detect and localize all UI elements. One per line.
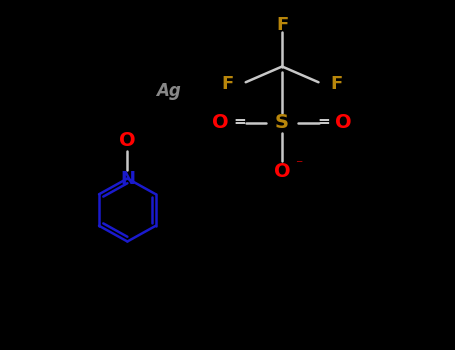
Text: O: O: [212, 113, 229, 132]
Text: F: F: [222, 75, 233, 93]
Text: =: =: [318, 114, 330, 128]
Text: O: O: [274, 162, 290, 181]
Text: S: S: [275, 113, 289, 132]
Text: ⁻: ⁻: [295, 158, 302, 172]
Text: F: F: [331, 75, 343, 93]
Text: =: =: [234, 114, 247, 128]
Text: N: N: [120, 169, 135, 188]
Text: O: O: [119, 131, 136, 149]
Text: F: F: [276, 15, 288, 34]
Text: O: O: [335, 113, 352, 132]
Text: Ag: Ag: [156, 82, 181, 100]
